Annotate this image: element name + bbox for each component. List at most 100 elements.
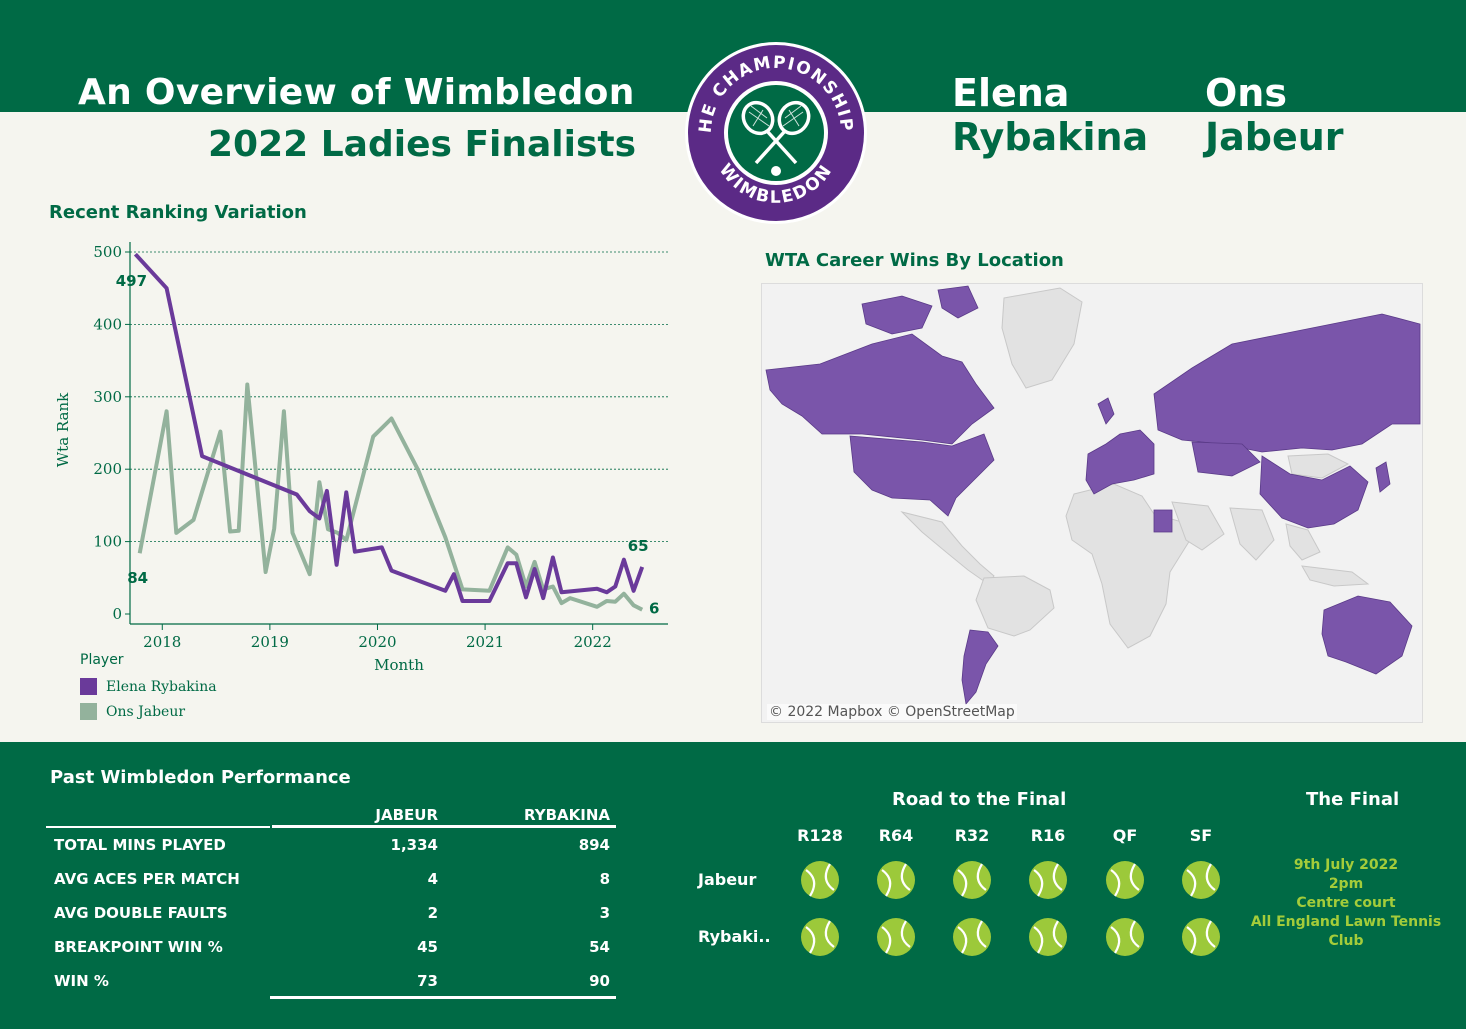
argentina	[961, 629, 999, 705]
performance-title: Past Wimbledon Performance	[50, 767, 351, 788]
uk	[1097, 397, 1115, 425]
map-credit[interactable]: © 2022 Mapbox © OpenStreetMap	[767, 704, 1017, 720]
data-label-jabeur-start: 84	[127, 569, 148, 587]
europe	[1085, 429, 1155, 495]
jabeur-value: 73	[417, 972, 438, 990]
data-label-jabeur-end: 6	[649, 600, 659, 618]
table-row: BREAKPOINT WIN % 45 54	[46, 930, 616, 964]
footer-band	[0, 742, 1466, 1029]
round-label-qf: QF	[1112, 826, 1138, 845]
arctic-islands	[861, 295, 933, 335]
arctic-islands-2	[937, 285, 979, 319]
indonesia	[1301, 565, 1370, 587]
final-venue: All England Lawn Tennis Club	[1250, 914, 1442, 949]
tennis-ball-icon[interactable]	[876, 860, 916, 900]
tennis-ball-icon[interactable]	[800, 860, 840, 900]
greenland	[1001, 287, 1083, 389]
china	[1259, 455, 1369, 529]
tennis-ball-icon[interactable]	[1181, 860, 1221, 900]
arabia	[1171, 501, 1225, 551]
rybakina-value: 8	[599, 870, 610, 888]
tennis-ball-icon[interactable]	[800, 917, 840, 957]
player1-first-name: Elena	[952, 71, 1070, 115]
player1-last-name: Rybakina	[952, 115, 1149, 159]
tennis-ball-icon[interactable]	[952, 860, 992, 900]
world-map[interactable]: © 2022 Mapbox © OpenStreetMap	[761, 283, 1423, 723]
player2-last-name: Jabeur	[1205, 115, 1344, 159]
table-row: AVG DOUBLE FAULTS 2 3	[46, 896, 616, 930]
round-label-r32: R32	[954, 826, 990, 845]
y-tick-label: 200	[93, 460, 122, 478]
round-label-r64: R64	[878, 826, 914, 845]
japan	[1375, 461, 1391, 493]
legend-item-rybakina[interactable]: Elena Rybakina	[80, 674, 217, 699]
rybakina-value: 3	[599, 904, 610, 922]
round-label-sf: SF	[1189, 826, 1213, 845]
rybakina-value: 90	[589, 972, 610, 990]
row-label: TOTAL MINS PLAYED	[54, 836, 226, 854]
series-line-rybakina	[133, 252, 645, 603]
southeast-asia	[1285, 523, 1321, 561]
jabeur-value: 4	[427, 870, 438, 888]
world-map-canvas	[765, 285, 1421, 705]
x-tick-label: 2022	[574, 633, 612, 651]
jabeur-value: 1,334	[390, 836, 438, 854]
tennis-ball-icon[interactable]	[1028, 917, 1068, 957]
central-america	[900, 511, 995, 585]
final-details: 9th July 2022 2pm Centre court All Engla…	[1246, 856, 1446, 951]
usa	[849, 433, 995, 517]
jabeur-value: 45	[417, 938, 438, 956]
row-label: AVG DOUBLE FAULTS	[54, 904, 228, 922]
legend-swatch-rybakina	[80, 678, 97, 695]
legend-title: Player	[80, 652, 124, 668]
legend-item-jabeur[interactable]: Ons Jabeur	[80, 699, 217, 724]
legend-label-jabeur: Ons Jabeur	[106, 703, 186, 720]
final-title: The Final	[1306, 789, 1400, 810]
row-label: WIN %	[54, 972, 109, 990]
x-tick-label: 2019	[251, 633, 289, 651]
y-tick-label: 500	[93, 243, 122, 261]
kazakhstan	[1191, 441, 1261, 477]
ranking-chart-title: Recent Ranking Variation	[49, 202, 307, 223]
south-america-north	[975, 575, 1055, 637]
column-header-jabeur: JABEUR	[375, 806, 438, 824]
road-row-label-rybakina: Rybaki..	[698, 927, 771, 946]
final-time: 2pm	[1328, 876, 1364, 892]
tennis-ball-icon[interactable]	[952, 917, 992, 957]
chart-legend: Player Elena Rybakina Ons Jabeur	[80, 652, 217, 724]
table-row: AVG ACES PER MATCH 4 8	[46, 862, 616, 896]
row-label: BREAKPOINT WIN %	[54, 938, 223, 956]
performance-table: JABEUR RYBAKINA TOTAL MINS PLAYED 1,334 …	[46, 800, 616, 999]
map-title: WTA Career Wins By Location	[765, 250, 1064, 271]
legend-label-rybakina: Elena Rybakina	[106, 678, 217, 695]
australia	[1321, 595, 1413, 675]
y-tick-label: 300	[93, 388, 122, 406]
final-date: 9th July 2022	[1293, 857, 1399, 873]
round-label-r16: R16	[1030, 826, 1066, 845]
y-tick-label: 100	[93, 533, 122, 551]
y-axis-label: Wta Rank	[54, 392, 72, 467]
row-label: AVG ACES PER MATCH	[54, 870, 240, 888]
y-tick-label: 400	[93, 315, 122, 333]
x-axis-label: Month	[374, 656, 424, 674]
series-line-jabeur	[137, 382, 644, 612]
round-label-r128: R128	[797, 826, 843, 845]
india	[1229, 507, 1275, 561]
page-subtitle: 2022 Ladies Finalists	[208, 124, 637, 165]
tennis-ball-icon[interactable]	[1181, 917, 1221, 957]
data-label-rybakina-end: 65	[628, 537, 649, 555]
tennis-ball-icon[interactable]	[876, 917, 916, 957]
jabeur-value: 2	[427, 904, 438, 922]
mongolia	[1287, 453, 1350, 479]
header-divider-left	[46, 826, 270, 828]
tennis-ball-icon[interactable]	[1028, 860, 1068, 900]
tennis-ball-icon[interactable]	[1105, 860, 1145, 900]
player2-first-name: Ons	[1205, 71, 1287, 115]
wimbledon-logo: THE CHAMPIONSHIPS WIMBLEDON	[683, 40, 867, 224]
tennis-ball-icon[interactable]	[1105, 917, 1145, 957]
header-divider-right	[272, 825, 616, 828]
performance-table-header: JABEUR RYBAKINA	[46, 800, 616, 828]
canada-alaska	[765, 333, 995, 445]
russia	[1153, 313, 1421, 453]
table-row: TOTAL MINS PLAYED 1,334 894	[46, 828, 616, 862]
